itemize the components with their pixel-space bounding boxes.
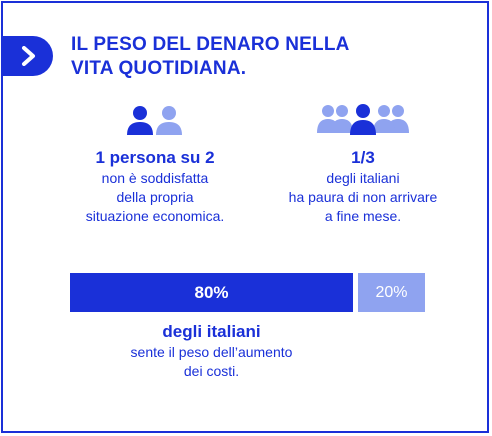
- chevron-right-icon: [22, 46, 35, 66]
- bar-caption-line: dei costi.: [183, 363, 240, 379]
- group-people-icon: [263, 103, 463, 143]
- bar-caption: degli italiani sente il peso dell’aument…: [70, 321, 353, 381]
- stat-right-line: ha paura di non arrivare: [288, 189, 438, 205]
- stat-left-line: non è soddisfatta: [101, 170, 209, 186]
- percentage-bar: 80% 20%: [70, 273, 425, 312]
- two-people-icon: [55, 103, 255, 143]
- bar-segment-rest: 20%: [358, 273, 425, 312]
- bar-caption-line: sente il peso dell’aumento: [130, 344, 293, 360]
- stat-left-headline: 1 persona su 2: [95, 148, 215, 167]
- stat-right-line: a fine mese.: [324, 208, 402, 224]
- stat-left: 1 persona su 2 non è soddisfatta della p…: [55, 103, 255, 226]
- page-title: IL PESO DEL DENARO NELLA VITA QUOTIDIANA…: [71, 34, 349, 79]
- stat-left-line: situazione economica.: [85, 208, 225, 224]
- stat-right-line: degli italiani: [326, 170, 400, 186]
- chevron-tab[interactable]: [3, 36, 53, 76]
- bar-caption-headline: degli italiani: [162, 322, 261, 341]
- stat-left-line: della propria: [116, 189, 194, 205]
- bar-segment-main: 80%: [70, 273, 353, 312]
- stat-right-headline: 1/3: [351, 148, 375, 167]
- stat-right: 1/3 degli italiani ha paura di non arriv…: [263, 103, 463, 226]
